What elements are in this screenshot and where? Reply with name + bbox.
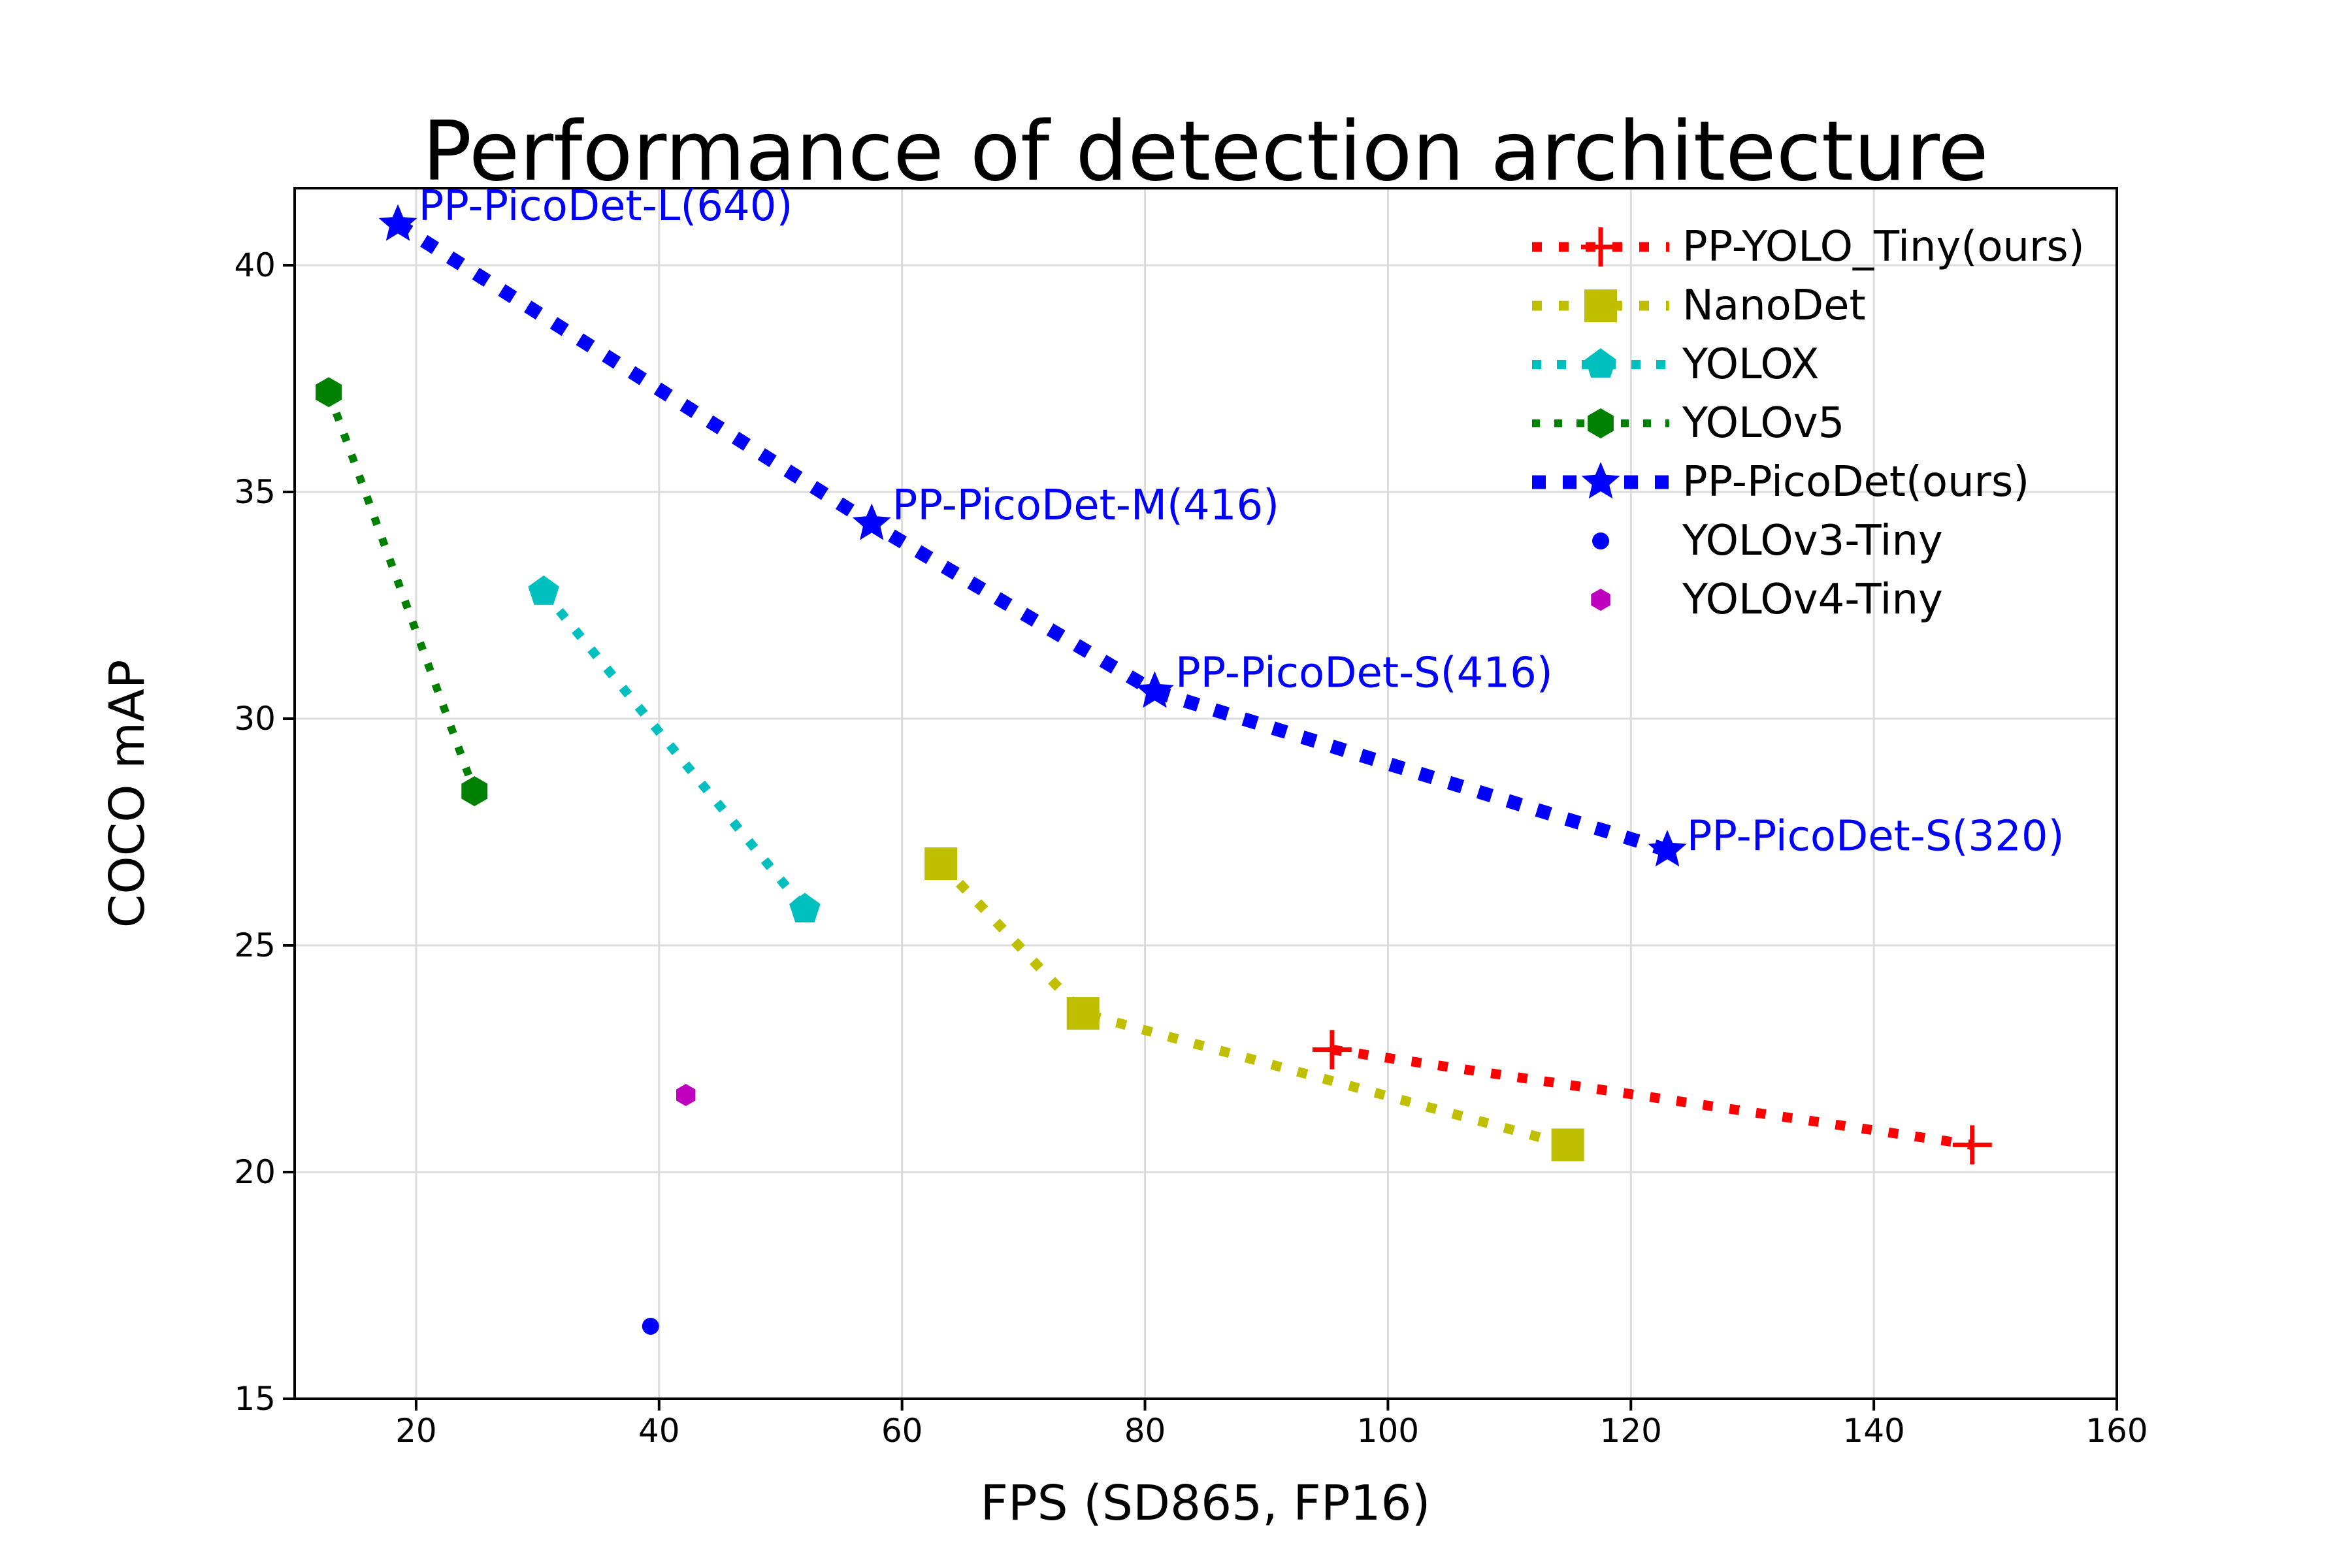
annotation-PP-PicoDet-S(416): PP-PicoDet-S(416) bbox=[1175, 649, 1553, 698]
legend-circle-icon bbox=[1592, 532, 1609, 549]
legend-marker bbox=[1592, 532, 1609, 549]
annotation-PP-PicoDet-M(416): PP-PicoDet-M(416) bbox=[892, 482, 1279, 530]
y-tick-label: 35 bbox=[234, 473, 276, 511]
circle-marker bbox=[642, 1317, 659, 1335]
series-PP-PicoDet(ours) bbox=[378, 204, 1687, 867]
legend-item-YOLOv4-Tiny: YOLOv4-Tiny bbox=[1529, 570, 2085, 629]
legend-item-YOLOv3-Tiny: YOLOv3-Tiny bbox=[1529, 512, 2085, 570]
y-tick-label: 25 bbox=[234, 926, 276, 964]
series-line bbox=[540, 589, 809, 912]
y-axis-label: COCO mAP bbox=[99, 659, 155, 928]
x-tick-label: 40 bbox=[638, 1412, 680, 1450]
legend-label: YOLOv4-Tiny bbox=[1682, 576, 1943, 624]
legend-plus-icon bbox=[1532, 227, 1669, 267]
x-tick-label: 100 bbox=[1357, 1412, 1419, 1450]
series-YOLOv5 bbox=[316, 377, 488, 806]
legend-item-YOLOv5: YOLOv5 bbox=[1529, 394, 2085, 453]
gridlines bbox=[295, 188, 2118, 1400]
square-marker bbox=[1551, 1128, 1584, 1162]
legend-label: YOLOX bbox=[1682, 340, 1820, 389]
x-axis-label: FPS (SD865, FP16) bbox=[980, 1475, 1431, 1531]
legend-item-PP-YOLO_Tiny(ours): PP-YOLO_Tiny(ours) bbox=[1529, 218, 2085, 276]
plus-marker bbox=[1952, 1125, 1992, 1165]
legend-item-NanoDet: NanoDet bbox=[1529, 276, 2085, 335]
legend-label: YOLOv3-Tiny bbox=[1682, 517, 1943, 565]
x-tick-label: 140 bbox=[1842, 1412, 1904, 1450]
legend-marker bbox=[1585, 348, 1616, 378]
hexagon-marker bbox=[461, 776, 488, 806]
y-tick-label: 20 bbox=[234, 1153, 276, 1191]
legend-marker bbox=[1581, 227, 1620, 267]
plot-border bbox=[293, 187, 2118, 1400]
legend-label: NanoDet bbox=[1682, 282, 1866, 330]
ticks: 20 40 60 80 100 120 140 160 15 20 25 30 35 40 bbox=[234, 246, 2148, 1450]
square-marker bbox=[1066, 997, 1100, 1030]
legend-star-icon bbox=[1532, 462, 1669, 499]
legend-marker bbox=[1584, 289, 1617, 322]
x-tick-label: 80 bbox=[1124, 1412, 1166, 1450]
series-NanoDet bbox=[924, 847, 1584, 1162]
star-marker bbox=[852, 503, 891, 540]
hexagon-marker bbox=[676, 1084, 696, 1106]
legend-square-icon bbox=[1532, 289, 1669, 322]
legend-item-YOLOX: YOLOX bbox=[1529, 335, 2085, 394]
x-tick-label: 120 bbox=[1600, 1412, 1662, 1450]
y-tick-label: 40 bbox=[234, 246, 276, 284]
series-line bbox=[325, 391, 478, 793]
star-marker bbox=[1648, 830, 1687, 867]
annotation-PP-PicoDet-L(640): PP-PicoDet-L(640) bbox=[419, 182, 793, 231]
legend-item-PP-PicoDet(ours): PP-PicoDet(ours) bbox=[1529, 453, 2085, 512]
x-tick-label: 20 bbox=[395, 1412, 437, 1450]
x-tick-label: 160 bbox=[2085, 1412, 2148, 1450]
y-tick-label: 15 bbox=[234, 1380, 276, 1418]
chart-title: Performance of detection architecture bbox=[422, 103, 1989, 199]
pentagon-marker bbox=[528, 575, 559, 605]
legend-marker bbox=[1591, 589, 1610, 611]
legend-marker bbox=[1588, 408, 1614, 438]
series-line bbox=[1331, 1045, 1973, 1150]
annotation-PP-PicoDet-S(320): PP-PicoDet-S(320) bbox=[1687, 812, 2065, 860]
star-marker bbox=[378, 204, 417, 241]
legend-hexagon-icon bbox=[1532, 408, 1669, 438]
series-line bbox=[394, 218, 1670, 857]
series-YOLOX bbox=[528, 575, 821, 923]
legend-hexagon-icon bbox=[1591, 589, 1610, 611]
series-YOLOv4-Tiny bbox=[676, 1084, 696, 1106]
legend-marker bbox=[1581, 462, 1620, 499]
square-marker bbox=[924, 847, 958, 881]
legend-label: PP-PicoDet(ours) bbox=[1682, 458, 2030, 506]
legend: PP-YOLO_Tiny(ours) NanoDet YOLOX YOLOv5 PP-P… bbox=[1529, 218, 2085, 629]
pentagon-marker bbox=[789, 892, 821, 923]
series-line bbox=[937, 860, 1569, 1150]
y-tick-label: 30 bbox=[234, 700, 276, 738]
series-PP-YOLO_Tiny(ours) bbox=[1312, 1030, 1992, 1165]
series-YOLOv3-Tiny bbox=[642, 1317, 659, 1335]
legend-pentagon-icon bbox=[1532, 348, 1669, 378]
legend-label: YOLOv5 bbox=[1682, 399, 1845, 448]
plus-marker bbox=[1312, 1030, 1352, 1070]
star-marker bbox=[1135, 671, 1174, 708]
x-tick-label: 60 bbox=[881, 1412, 923, 1450]
legend-label: PP-YOLO_Tiny(ours) bbox=[1682, 223, 2085, 271]
hexagon-marker bbox=[316, 377, 342, 408]
